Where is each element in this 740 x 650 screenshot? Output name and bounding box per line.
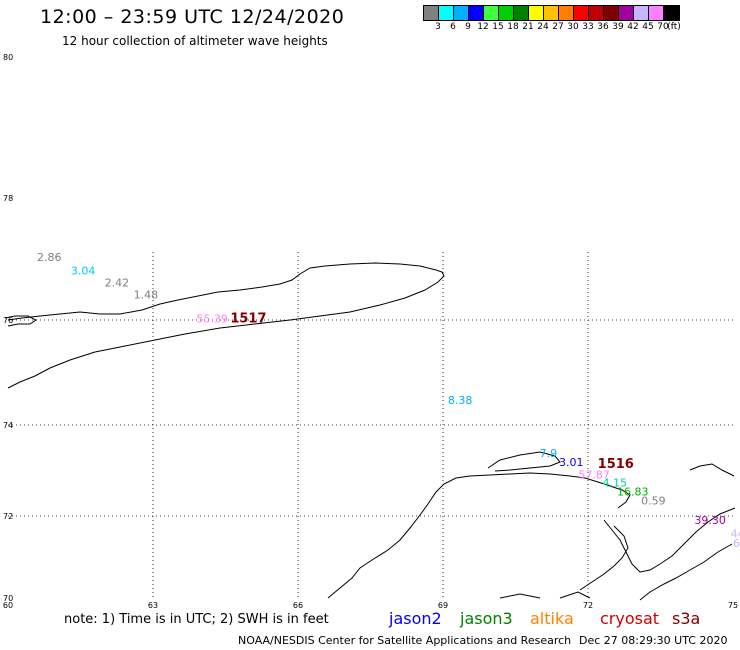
wave-height-value: 16.83: [617, 486, 649, 499]
wave-height-value: 3.01: [559, 456, 584, 469]
lon-label: 75: [728, 601, 738, 610]
color-scale-label: 27: [552, 22, 564, 32]
color-scale-label: 18: [507, 22, 519, 32]
pressure-label: 1517: [230, 312, 266, 327]
lon-label: 69: [438, 601, 448, 610]
color-scale-label: 6: [450, 22, 456, 32]
color-swatch-8: [544, 6, 559, 20]
color-scale-label: 12: [477, 22, 489, 32]
lon-label: 72: [583, 601, 593, 610]
lon-label: 66: [293, 601, 303, 610]
lon-label: 63: [148, 601, 158, 610]
wave-height-value: 3.04: [71, 264, 96, 277]
wave-height-value: 2.86: [37, 251, 62, 264]
wave-height-value: 44.98: [731, 527, 740, 540]
footer-credit: NOAA/NESDIS Center for Satellite Applica…: [238, 634, 572, 647]
lon-label: 60: [3, 601, 13, 610]
coastline-islets: [499, 591, 591, 599]
color-scale-bar: [423, 5, 680, 21]
color-swatch-11: [589, 6, 604, 20]
pressure-label: 1516: [598, 457, 634, 472]
lat-label: 76: [3, 316, 13, 325]
coastline-gydan: [603, 507, 736, 573]
color-scale-label: 3: [435, 22, 441, 32]
color-swatch-12: [604, 6, 619, 20]
color-swatch-5: [499, 6, 514, 20]
coastline-east: [689, 463, 735, 477]
satellite-legend-jason2: jason2: [389, 609, 442, 628]
color-swatch-9: [559, 6, 574, 20]
coastline-bely-island: [487, 451, 561, 472]
coastline: [4, 262, 736, 601]
color-swatch-7: [529, 6, 544, 20]
page-title: 12:00 – 23:59 UTC 12/24/2020: [40, 6, 345, 28]
color-scale-label: 42: [627, 22, 639, 32]
coastline-bay: [579, 525, 629, 591]
wave-height-value: 39.30: [694, 514, 726, 527]
color-swatch-14: [634, 6, 649, 20]
pressure-labels: 1517 1516: [230, 312, 634, 472]
wave-height-value: 6: [733, 537, 740, 550]
wave-height-value: 7.9: [540, 447, 558, 460]
color-scale-label: 33: [582, 22, 594, 32]
lat-label: 74: [3, 421, 13, 430]
satellite-legend-s3a: s3a: [672, 609, 701, 628]
wave-height-value: 1.48: [134, 289, 159, 302]
wave-height-value: 4.15: [603, 476, 628, 489]
coastline-novaya-zemlya-south: [7, 269, 445, 389]
wave-height-value: 57.87: [578, 469, 610, 482]
timestamp: Dec 27 08:29:30 UTC 2020: [579, 634, 728, 647]
lat-label: 72: [3, 512, 13, 521]
wave-height-value: 0.59: [641, 495, 666, 508]
color-scale-label: 21: [522, 22, 534, 32]
color-scale-label: 39: [612, 22, 624, 32]
lat-label: 78: [3, 194, 13, 203]
color-scale-label: 30: [567, 22, 579, 32]
coastline-gydan-inner: [639, 543, 733, 601]
wave-height-value: 8.38: [448, 394, 473, 407]
note-text: note: 1) Time is in UTC; 2) SWH is in fe…: [64, 612, 329, 627]
color-scale-label: 24: [537, 22, 549, 32]
color-scale-label: 15: [492, 22, 504, 32]
wave-height-value: 2.42: [105, 276, 129, 289]
lat-label: 70: [3, 594, 13, 603]
wave-height-observations: 2.86 3.04 2.42 1.48 55.39 8.38 7.93.0157.874.1…: [37, 251, 740, 550]
coastline-novaya-zemlya-north: [7, 262, 437, 321]
color-swatch-2: [454, 6, 469, 20]
color-swatch-13: [619, 6, 634, 20]
color-scale-label: 36: [597, 22, 609, 32]
wave-height-value: 55.39: [197, 313, 229, 326]
coastline-island-west: [4, 315, 37, 327]
color-scale-label: 70: [657, 22, 669, 32]
coastline-yamal: [327, 472, 631, 599]
satellite-legend-altika: altika: [530, 609, 574, 628]
color-scale-label: 9: [465, 22, 471, 32]
color-swatch-3: [469, 6, 484, 20]
color-scale-label: (ft): [667, 22, 681, 32]
color-scale-label: 45: [642, 22, 654, 32]
color-swatch-16: [664, 6, 679, 20]
grid-lines: [8, 252, 733, 598]
satellite-legend-jason3: jason3: [460, 609, 513, 628]
lat-label: 80: [3, 53, 13, 62]
color-swatch-4: [484, 6, 499, 20]
color-swatch-6: [514, 6, 529, 20]
page-subtitle: 12 hour collection of altimeter wave hei…: [62, 34, 328, 48]
color-swatch-1: [439, 6, 454, 20]
satellite-legend-cryosat: cryosat: [600, 609, 660, 628]
color-swatch-10: [574, 6, 589, 20]
color-swatch-0: [424, 6, 439, 20]
color-swatch-15: [649, 6, 664, 20]
